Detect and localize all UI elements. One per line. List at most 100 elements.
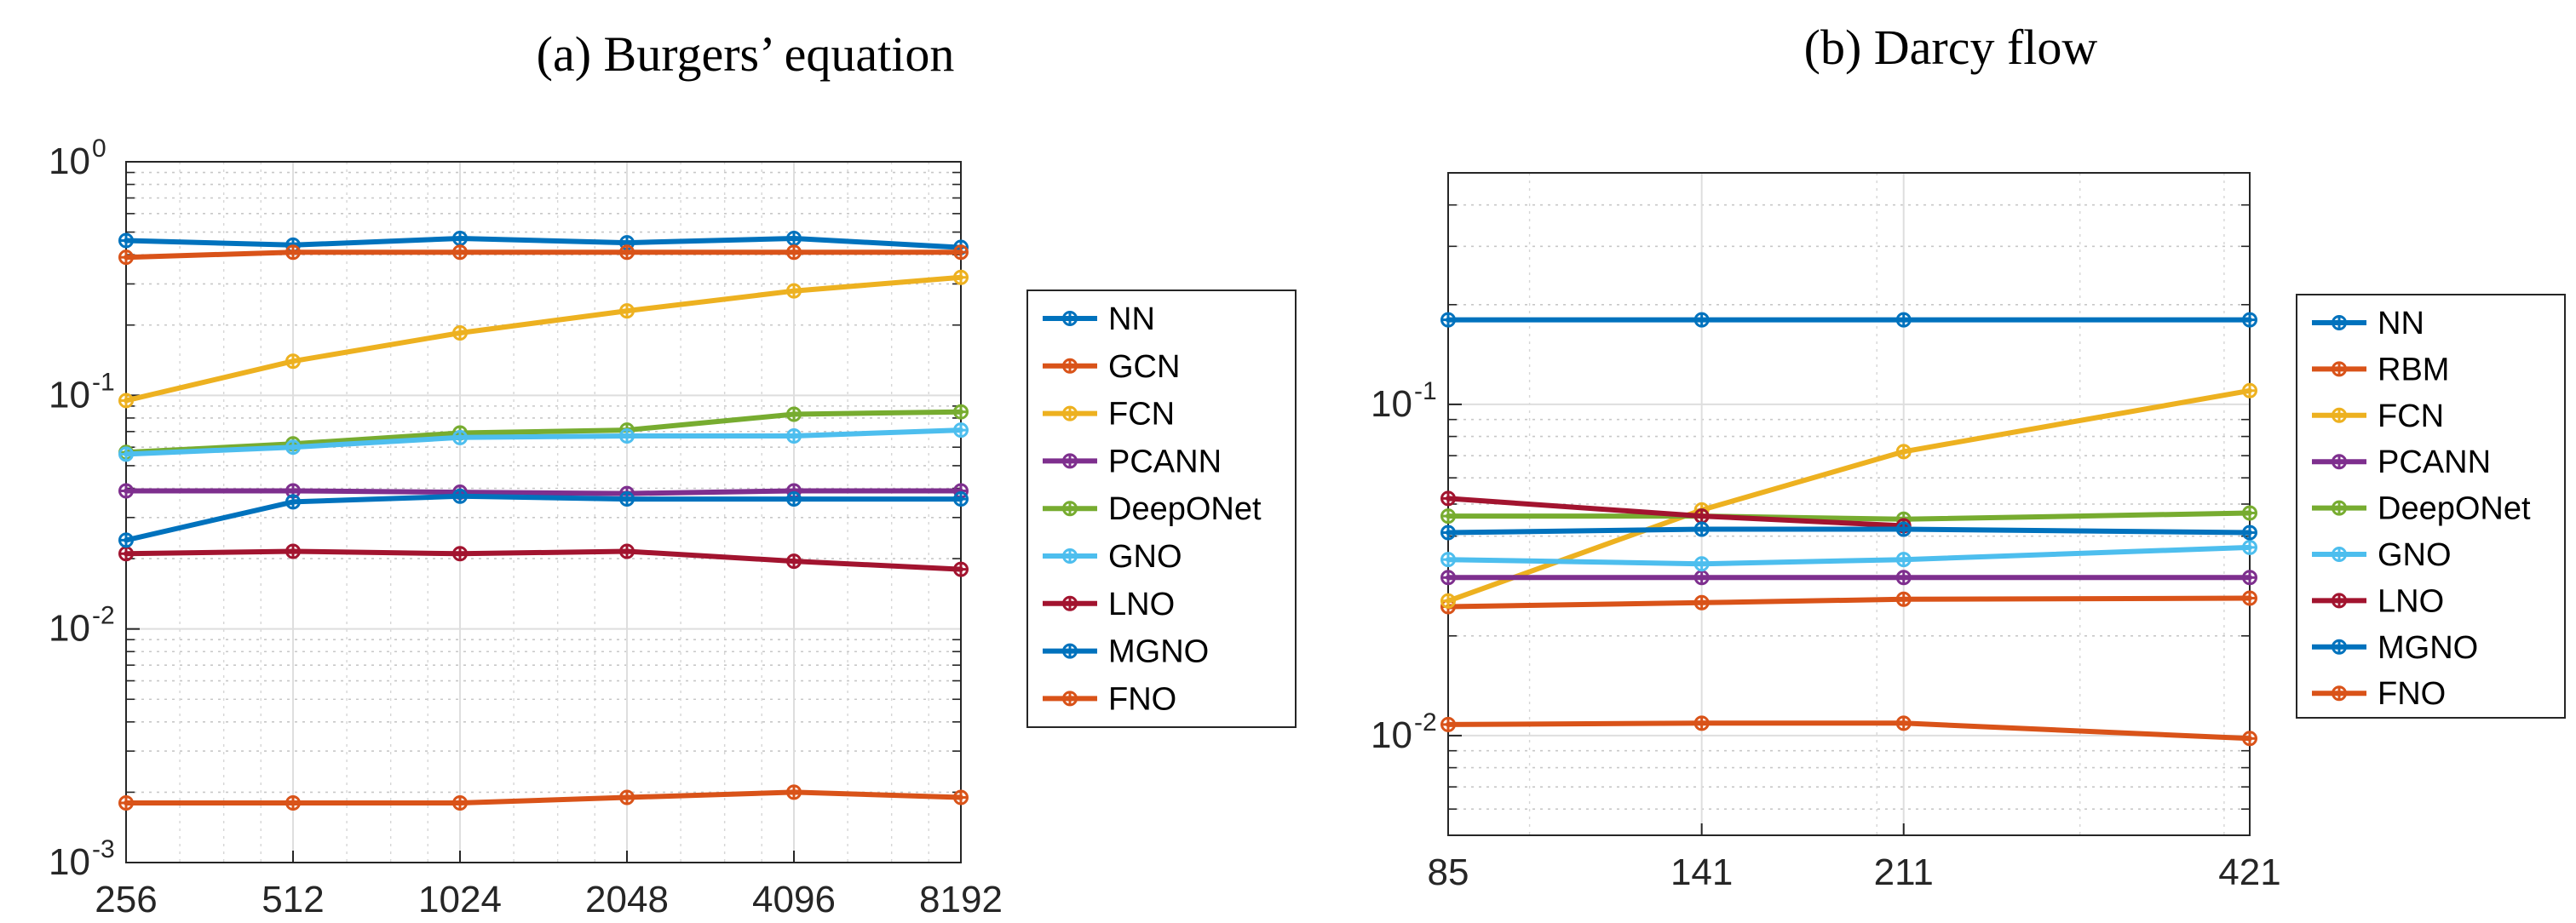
- y-tick-base: 10: [49, 140, 90, 182]
- data-point: [786, 244, 802, 261]
- data-point: [1440, 312, 1456, 328]
- data-point: [1895, 312, 1912, 328]
- data-point: [2242, 312, 2257, 328]
- series-line: [1446, 544, 2252, 567]
- legend-item: DeepONet: [1043, 491, 1262, 527]
- data-point: [953, 269, 969, 285]
- legend-label: FNO: [2378, 676, 2446, 712]
- data-point: [1693, 312, 1710, 328]
- y-tick-base: 10: [1371, 383, 1412, 425]
- legend-label: LNO: [1108, 587, 1175, 622]
- data-point: [285, 244, 301, 261]
- series-line: [124, 493, 963, 543]
- data-point: [953, 244, 969, 261]
- x-tick-label: 512: [262, 879, 324, 920]
- x-tick-labels: 256 512 1024 2048 4096 8192: [95, 851, 1003, 920]
- series-line: [124, 548, 963, 572]
- legend: NN RBM FCN PCANN DeepONet GNO LNO MGNO FNO: [2296, 294, 2566, 719]
- data-point: [452, 488, 468, 504]
- legend-item: FCN: [2312, 398, 2444, 434]
- series-gcn: [118, 244, 969, 266]
- chart-title: (a) Burgers’ equation: [537, 26, 955, 82]
- legend-label: NN: [1108, 301, 1155, 337]
- data-point: [452, 429, 468, 445]
- data-point: [118, 794, 134, 811]
- data-point: [2242, 590, 2257, 606]
- legend-item: PCANN: [2312, 444, 2491, 480]
- data-point: [1895, 444, 1912, 460]
- data-point: [118, 249, 134, 266]
- legend-item: PCANN: [1043, 444, 1222, 479]
- data-point: [2242, 382, 2257, 398]
- data-point: [2242, 570, 2257, 586]
- data-point: [1895, 521, 1912, 537]
- data-point: [1440, 490, 1456, 507]
- legend-label: FCN: [2378, 398, 2444, 434]
- series-line: [124, 789, 963, 805]
- series-rbm: [1440, 590, 2257, 615]
- legend-label: RBM: [2378, 352, 2449, 387]
- data-point: [118, 393, 134, 409]
- x-tick-label: 4096: [752, 879, 836, 920]
- data-point: [953, 561, 969, 577]
- data-point: [285, 543, 301, 559]
- x-tick-labels: 85 141 211 421: [1428, 823, 2281, 893]
- x-tick-label: 2048: [585, 879, 669, 920]
- series-line: [1446, 720, 2252, 742]
- legend-label: NN: [2378, 306, 2424, 341]
- data-point: [2242, 731, 2257, 747]
- data-point: [953, 789, 969, 805]
- legend-item: LNO: [2312, 583, 2444, 619]
- y-tick-labels: 10-110-2: [1371, 377, 1462, 756]
- data-point: [953, 404, 969, 420]
- data-point: [285, 353, 301, 370]
- data-point: [285, 439, 301, 456]
- data-point: [2242, 525, 2257, 541]
- data-point: [786, 283, 802, 299]
- x-tick-label: 141: [1670, 851, 1733, 893]
- legend-item: FCN: [1043, 397, 1175, 433]
- series-line: [1446, 595, 2252, 610]
- legend-label: LNO: [2378, 583, 2444, 619]
- data-point: [786, 491, 802, 507]
- data-point: [1895, 552, 1912, 568]
- grid: [1447, 173, 2251, 835]
- series-deeponet: [1440, 505, 2257, 527]
- axes-box: [125, 161, 962, 863]
- legend-label: DeepONet: [2378, 491, 2531, 527]
- data-point: [1440, 593, 1456, 609]
- series-line: [124, 236, 963, 250]
- data-point: [285, 794, 301, 811]
- data-point: [786, 553, 802, 570]
- data-point: [1440, 552, 1456, 568]
- data-point: [1895, 715, 1912, 731]
- legend-label: FNO: [1108, 681, 1176, 717]
- data-point: [1895, 591, 1912, 607]
- data-point: [2242, 539, 2257, 555]
- data-point: [619, 789, 635, 805]
- legend-label: MGNO: [2378, 630, 2478, 666]
- legend-item: MGNO: [2312, 630, 2478, 666]
- y-tick-exponent: -2: [1414, 708, 1437, 737]
- legend-item: DeepONet: [2312, 491, 2531, 527]
- series-line: [124, 274, 963, 404]
- x-tick-label: 8192: [919, 879, 1003, 920]
- data-point: [619, 428, 635, 444]
- legend-item: GCN: [1043, 349, 1180, 385]
- data-point: [118, 532, 134, 548]
- legend-item: FNO: [1043, 681, 1176, 717]
- series-fno: [1440, 715, 2257, 747]
- y-tick-exponent: -2: [92, 602, 115, 630]
- legend-item: LNO: [1043, 587, 1175, 622]
- data-point: [1440, 525, 1456, 541]
- y-tick-base: 10: [1371, 714, 1412, 756]
- series-fcn: [118, 269, 969, 409]
- series-mgno: [118, 488, 969, 548]
- data-point: [452, 794, 468, 811]
- x-tick-label: 421: [2218, 851, 2280, 893]
- grid: [125, 161, 962, 863]
- data-point: [1693, 508, 1710, 525]
- data-point: [619, 244, 635, 261]
- data-point: [786, 784, 802, 800]
- y-tick-base: 10: [49, 374, 90, 416]
